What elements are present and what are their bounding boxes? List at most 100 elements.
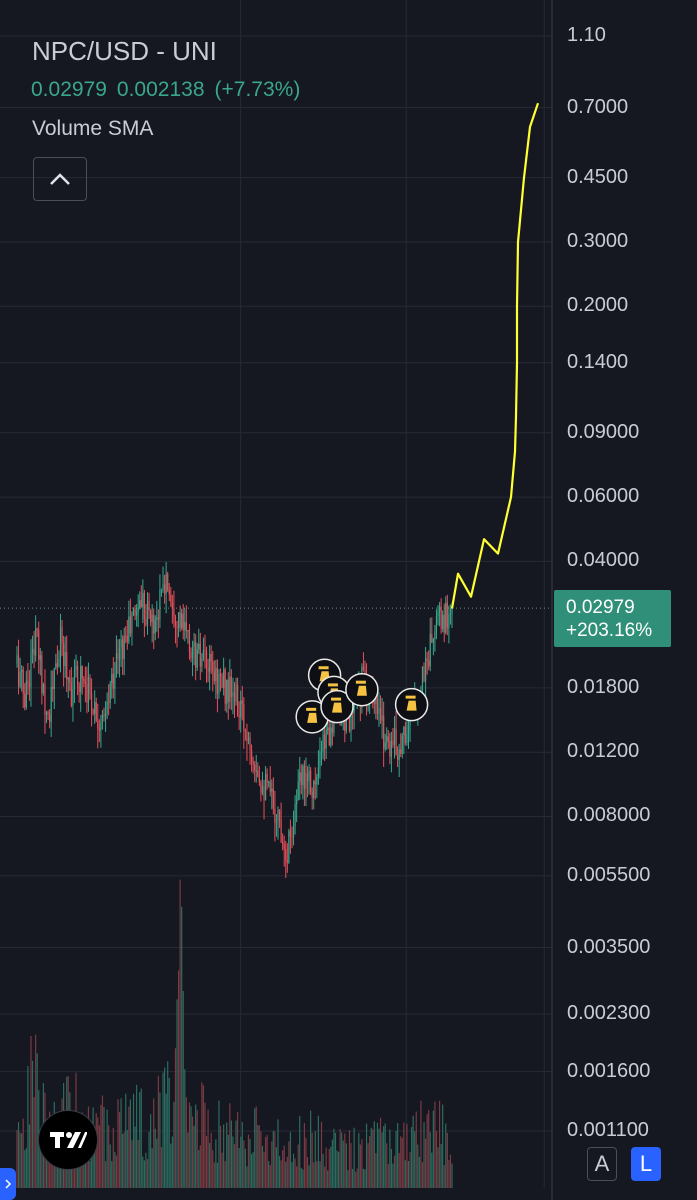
trade-marker-icon-top <box>405 695 416 699</box>
candle-body <box>187 629 189 632</box>
candle-body <box>209 653 211 672</box>
candle <box>398 743 400 777</box>
volume-bar <box>142 1156 144 1188</box>
candle-body <box>111 673 113 684</box>
volume-bar <box>132 1093 135 1188</box>
candle <box>142 579 144 624</box>
candle-body <box>69 677 71 683</box>
volume-bar <box>423 1122 425 1188</box>
candle-body <box>171 602 173 609</box>
volume-bar <box>443 1165 445 1188</box>
candle <box>78 681 80 703</box>
candle-body <box>282 841 284 845</box>
candle <box>294 795 296 835</box>
tradingview-logo[interactable] <box>38 1110 98 1170</box>
candle <box>210 645 212 674</box>
collapse-legend-button[interactable] <box>33 157 87 201</box>
candle-body <box>294 804 296 827</box>
volume-bar <box>261 1145 264 1188</box>
candle <box>24 683 26 711</box>
candle <box>438 601 441 627</box>
candle <box>36 627 38 638</box>
y-tick-label: 0.001600 <box>567 1059 651 1082</box>
volume-bar <box>229 1103 231 1188</box>
volume-bar <box>159 1092 161 1188</box>
candle <box>376 691 379 721</box>
candle <box>277 806 279 840</box>
candle <box>381 697 383 739</box>
volume-bar <box>283 1145 285 1188</box>
volume-bar <box>137 1139 139 1188</box>
trade-marker[interactable] <box>394 687 429 722</box>
auto-scale-button[interactable]: A <box>587 1147 617 1181</box>
candle <box>55 653 57 670</box>
candle <box>35 615 37 662</box>
candle-body <box>303 765 306 789</box>
y-tick-label: 0.04000 <box>567 549 640 572</box>
volume-bar <box>334 1132 337 1188</box>
y-tick-label: 0.003500 <box>567 935 651 958</box>
candle <box>173 590 175 628</box>
candle <box>143 589 145 638</box>
candle <box>25 670 27 710</box>
candle-body <box>286 859 288 863</box>
candle-body <box>131 612 133 634</box>
candle-body <box>322 734 324 752</box>
symbol-title[interactable]: NPC/USD - UNI <box>32 36 217 66</box>
candle-body <box>59 626 62 660</box>
candle <box>101 709 104 730</box>
side-panel-handle[interactable] <box>0 1168 16 1200</box>
indicator-label[interactable]: Volume SMA <box>32 117 154 140</box>
candle-body <box>230 676 232 697</box>
candle <box>174 614 177 644</box>
candle-body <box>92 710 94 714</box>
trade-marker-icon <box>332 702 343 713</box>
candle-body <box>397 755 399 760</box>
candle-body <box>266 773 268 783</box>
candle <box>386 727 388 750</box>
candle-body <box>331 727 333 733</box>
trade-marker[interactable] <box>345 672 379 707</box>
candle <box>38 621 40 674</box>
volume-bar <box>252 1152 254 1188</box>
candle <box>288 828 290 864</box>
candle-body <box>66 652 68 680</box>
y-tick-label: 0.002300 <box>567 1002 651 1025</box>
candle <box>90 678 93 727</box>
candle-body <box>449 613 452 615</box>
volume-bar <box>384 1123 386 1188</box>
candle <box>114 661 116 705</box>
volume-bar <box>280 1160 282 1188</box>
candle-body <box>401 735 403 754</box>
volume-bar <box>221 1152 223 1188</box>
volume-bar <box>254 1108 256 1188</box>
tradingview-logo-icon <box>50 1132 87 1148</box>
candle-body <box>193 641 195 648</box>
candle-body <box>255 770 257 772</box>
volume-bar <box>103 1107 105 1188</box>
trade-marker[interactable] <box>320 689 354 724</box>
volume-bar <box>317 1115 319 1188</box>
candle <box>426 651 428 675</box>
volume-bar <box>306 1157 309 1188</box>
candle-body <box>55 663 57 669</box>
volume-bar <box>369 1136 371 1188</box>
candle-body <box>19 671 21 687</box>
candle-body <box>84 681 86 685</box>
candle <box>317 750 319 785</box>
candle-body <box>233 692 236 702</box>
candle-body <box>184 622 186 631</box>
candle-body <box>162 584 164 590</box>
volume-bar <box>302 1169 304 1188</box>
volume-bar <box>205 1135 208 1188</box>
volume-bar <box>202 1085 205 1188</box>
candle <box>148 592 150 619</box>
volume-bar <box>364 1169 366 1188</box>
chart-grid <box>0 0 552 1188</box>
volume-bar <box>128 1106 130 1188</box>
volume-bar <box>424 1138 427 1188</box>
log-scale-button[interactable]: L <box>631 1147 661 1181</box>
volume-bar <box>272 1130 274 1188</box>
candle <box>218 669 220 699</box>
